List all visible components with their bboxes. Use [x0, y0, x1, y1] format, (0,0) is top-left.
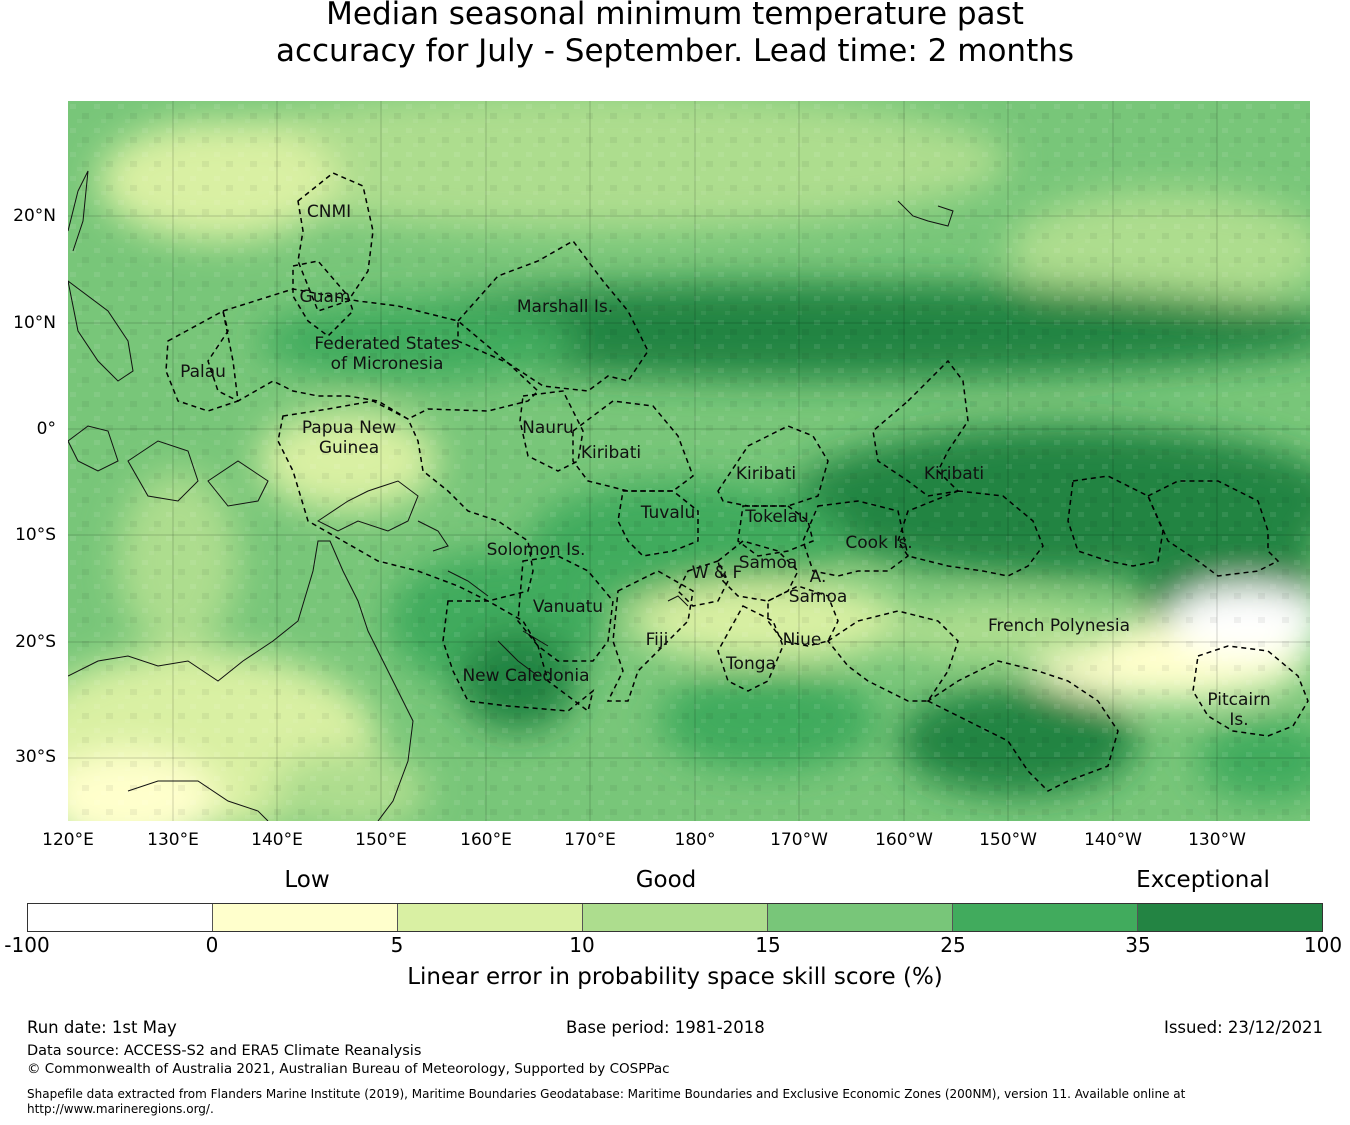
lon-tick-170e: 170°E: [564, 830, 616, 850]
run-date: Run date: 1st May: [27, 1018, 177, 1037]
colorbar-label: Linear error in probability space skill …: [407, 964, 943, 990]
lat-tick-20n: 20°N: [13, 206, 56, 226]
region-label-niue: Niue: [782, 630, 822, 650]
issued-date: Issued: 23/12/2021: [1163, 1018, 1323, 1037]
region-label-kiribati-central: Kiribati: [735, 464, 797, 484]
colorbar-segment: [768, 904, 953, 931]
map-title-line-1: Median seasonal minimum temperature past: [326, 0, 1024, 32]
colorbar-segment: [398, 904, 583, 931]
region-label-guam: Guam: [299, 287, 351, 307]
region-label-palau: Palau: [180, 362, 226, 382]
base-period: Base period: 1981-2018: [566, 1018, 765, 1037]
colorbar-tick: 100: [1303, 933, 1343, 957]
region-label-solomon-is: Solomon Is.: [486, 540, 586, 560]
region-label-kiribati-west: Kiribati: [580, 443, 642, 463]
legend-category-exceptional: Exceptional: [1136, 867, 1270, 893]
region-label-nauru: Nauru: [522, 418, 574, 438]
legend-category-good: Good: [635, 867, 697, 893]
graticule: [68, 101, 1310, 821]
lon-tick-140w: 140°W: [1084, 830, 1142, 850]
region-label-cook-is: Cook Is.: [845, 533, 913, 553]
colorbar-tick: 5: [390, 933, 404, 957]
lon-tick-180: 180°: [674, 830, 716, 850]
colorbar-tick: 0: [205, 933, 219, 957]
region-label-wallis-futuna: W & F: [691, 563, 743, 583]
map-title-line-2: accuracy for July - September. Lead time…: [275, 33, 1075, 69]
region-label-micronesia: Federated States of Micronesia: [314, 334, 460, 374]
colorbar: [27, 903, 1323, 932]
copyright: © Commonwealth of Australia 2021, Austra…: [27, 1061, 670, 1077]
colorbar-segment: [583, 904, 768, 931]
legend-category-low: Low: [284, 867, 330, 893]
region-label-american-samoa: A. Samoa: [788, 567, 848, 607]
shapefile-credit-line-1: Shapefile data extracted from Flanders M…: [27, 1087, 1186, 1101]
lat-tick-30s: 30°S: [15, 747, 56, 767]
eez-boundaries: [165, 172, 1309, 792]
map-canvas: [68, 101, 1310, 821]
lat-tick-0: 0°: [36, 419, 56, 439]
colorbar-tick: 35: [1125, 933, 1151, 957]
region-label-tonga: Tonga: [726, 654, 776, 674]
region-label-pitcairn-is: Pitcairn Is.: [1207, 690, 1271, 730]
region-label-marshall-is: Marshall Is.: [516, 297, 614, 317]
texture-overlay: [68, 101, 1310, 821]
region-label-png: Papua New Guinea: [301, 418, 397, 458]
skill-score-map: CNMI Guam Marshall Is. Federated States …: [68, 101, 1310, 821]
lon-tick-150e: 150°E: [355, 830, 407, 850]
region-label-tuvalu: Tuvalu: [640, 503, 696, 523]
lon-tick-130w: 130°W: [1188, 830, 1246, 850]
coastlines: [68, 170, 954, 821]
lon-tick-150w: 150°W: [979, 830, 1037, 850]
region-label-kiribati-east: Kiribati: [923, 464, 985, 484]
colorbar-tick: 25: [940, 933, 966, 957]
colorbar-segment: [213, 904, 398, 931]
colorbar-tick: -100: [4, 933, 50, 957]
lat-tick-20s: 20°S: [15, 632, 56, 652]
region-label-vanuatu: Vanuatu: [532, 597, 604, 617]
lon-tick-130e: 130°E: [147, 830, 199, 850]
lon-tick-120e: 120°E: [42, 830, 94, 850]
colorbar-segment: [28, 904, 213, 931]
lon-tick-140e: 140°E: [251, 830, 303, 850]
shapefile-credit: Shapefile data extracted from Flanders M…: [27, 1087, 1327, 1117]
lon-tick-160e: 160°E: [460, 830, 512, 850]
colorbar-tick: 15: [755, 933, 781, 957]
data-source: Data source: ACCESS-S2 and ERA5 Climate …: [27, 1043, 422, 1059]
colorbar-tick: 10: [569, 933, 595, 957]
shapefile-credit-line-2: http://www.marineregions.org/.: [27, 1102, 214, 1116]
colorbar-segment: [953, 904, 1138, 931]
lat-tick-10s: 10°S: [15, 525, 56, 545]
region-label-french-polynesia: French Polynesia: [988, 616, 1130, 636]
lon-tick-170w: 170°W: [770, 830, 828, 850]
lat-tick-10n: 10°N: [13, 313, 56, 333]
region-label-tokelau: Tokelau: [745, 507, 809, 527]
region-label-samoa: Samoa: [738, 553, 798, 573]
region-label-fiji: Fiji: [645, 630, 669, 650]
lon-tick-160w: 160°W: [875, 830, 933, 850]
region-label-cnmi: CNMI: [306, 202, 352, 222]
colorbar-segment: [1138, 904, 1322, 931]
region-label-new-caledonia: New Caledonia: [462, 666, 590, 686]
